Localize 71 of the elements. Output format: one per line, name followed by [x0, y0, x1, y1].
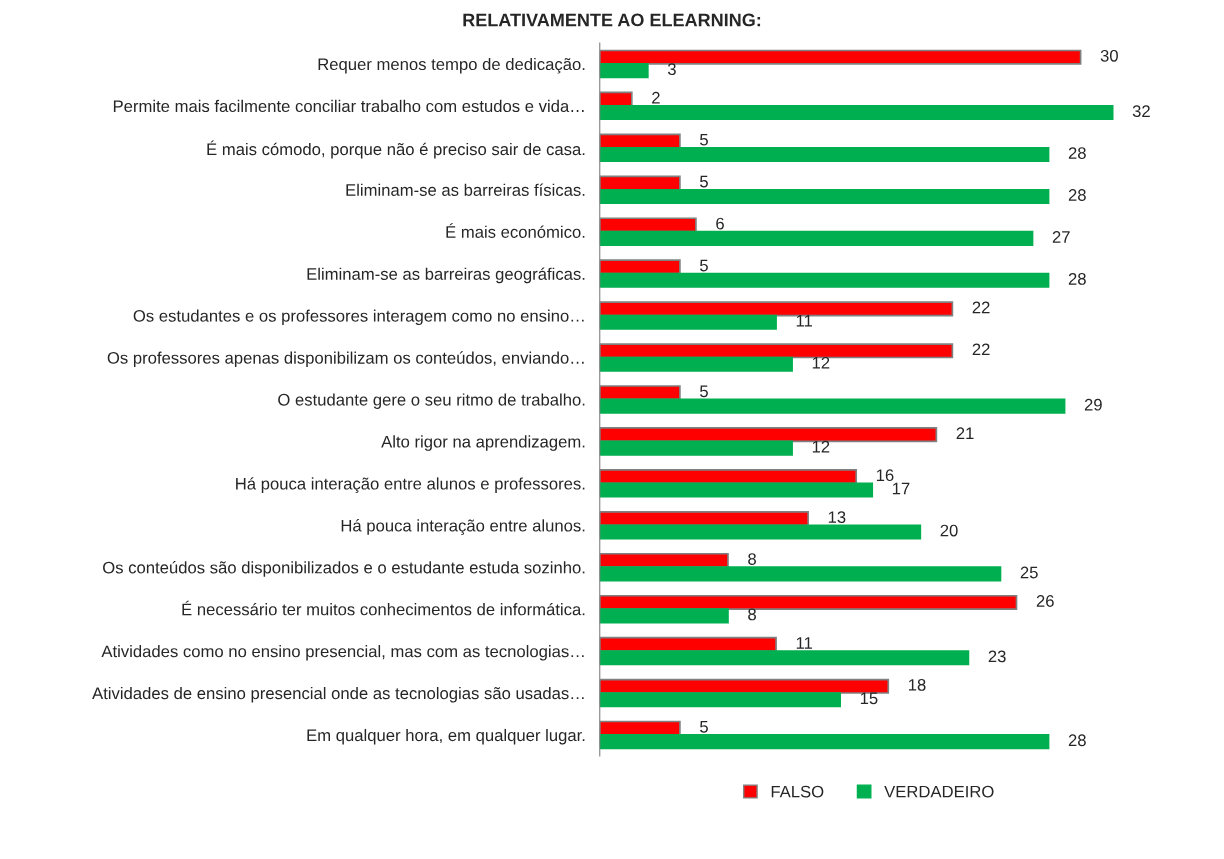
y-tick-label: Em qualquer hora, em qualquer lugar.: [307, 728, 585, 745]
data-label: 26: [1036, 595, 1054, 607]
bar: [599, 608, 729, 624]
data-label: 3: [667, 63, 676, 76]
bar: [599, 105, 1114, 121]
data-label: 5: [700, 133, 708, 146]
data-label: 22: [972, 343, 990, 356]
data-label: 8: [748, 608, 756, 621]
data-label: 16: [876, 469, 894, 482]
data-label: 32: [1132, 105, 1150, 118]
y-tick-label: Eliminam-se as barreiras geográficas.: [307, 267, 585, 284]
data-label: 5: [700, 385, 708, 398]
bar: [599, 272, 1050, 288]
data-label: 11: [796, 637, 813, 649]
bar: [599, 482, 874, 498]
y-tick-label: O estudante gere o seu ritmo de trabalho.: [278, 393, 585, 409]
data-label: 28: [1068, 734, 1086, 747]
y-tick-label: Alto rigor na aprendizagem.: [381, 435, 585, 451]
y-tick-label: Atividades de ensino presencial onde as tecnologias são usadas…: [92, 686, 584, 703]
bar: [599, 356, 793, 372]
bar: [599, 398, 1066, 414]
data-label: 11: [796, 315, 813, 327]
y-tick-label: Atividades como no ensino presencial, mas com as tecnologias…: [101, 645, 584, 661]
legend-label: VERDADEIRO: [884, 785, 994, 798]
bar: [599, 650, 970, 666]
y-tick-label: É necessário ter muitos conhecimentos de informática.: [182, 600, 585, 616]
data-label: 28: [1068, 273, 1086, 285]
bar: [599, 524, 922, 540]
data-label: 12: [812, 356, 830, 369]
data-label: 5: [700, 721, 708, 733]
data-label: 21: [956, 427, 974, 439]
y-tick-label: É mais económico.: [446, 223, 585, 238]
bar: [599, 188, 1050, 204]
y-tick-label: Há pouca interação entre alunos e professores.: [236, 477, 585, 493]
bar: [599, 440, 793, 456]
bar: [599, 146, 1050, 163]
y-tick-label: É mais cómodo, porque não é preciso sair de casa.: [207, 140, 585, 159]
data-label: 13: [828, 511, 846, 524]
data-label: 2: [652, 91, 660, 104]
y-tick-label: Os estudantes e os professores interagem como no ensino…: [133, 309, 584, 326]
y-tick-label: Requer menos tempo de dedicação.: [318, 57, 585, 74]
y-tick-label: Os conteúdos são disponibilizados e o estudante estuda sozinho.: [103, 561, 585, 577]
data-label: 6: [716, 217, 724, 230]
legend-label: FALSO: [771, 785, 824, 798]
y-tick-label: Eliminam-se as barreiras físicas.: [346, 183, 585, 196]
y-tick-label: Permite mais facilmente conciliar trabalho com estudos e vida…: [113, 99, 584, 113]
y-tick-label: Os professores apenas disponibilizam os conteúdos, enviando…: [107, 351, 584, 368]
y-tick-label: Há pouca interação entre alunos.: [341, 519, 585, 535]
data-label: 15: [860, 692, 878, 705]
data-label: 28: [1068, 147, 1086, 159]
bar: [599, 314, 777, 330]
data-label: 18: [908, 678, 926, 691]
data-label: 8: [748, 553, 756, 565]
data-label: 5: [700, 175, 708, 188]
data-label: 27: [1052, 231, 1070, 243]
data-label: 30: [1100, 49, 1118, 62]
bar: [599, 734, 1050, 750]
chart-title: RELATIVAMENTE AO ELEARNING:: [463, 13, 761, 27]
bar: [599, 63, 649, 79]
data-label: 25: [1020, 566, 1038, 579]
bar: [599, 230, 1034, 246]
data-label: 22: [972, 301, 990, 314]
data-label: 17: [892, 482, 910, 495]
data-label: 12: [812, 440, 830, 453]
bar: [599, 692, 842, 708]
data-label: 20: [940, 524, 958, 537]
data-label: 5: [700, 259, 708, 272]
data-label: 23: [988, 650, 1006, 663]
data-label: 28: [1068, 189, 1086, 201]
bar: [599, 566, 1002, 582]
data-label: 29: [1084, 398, 1102, 411]
